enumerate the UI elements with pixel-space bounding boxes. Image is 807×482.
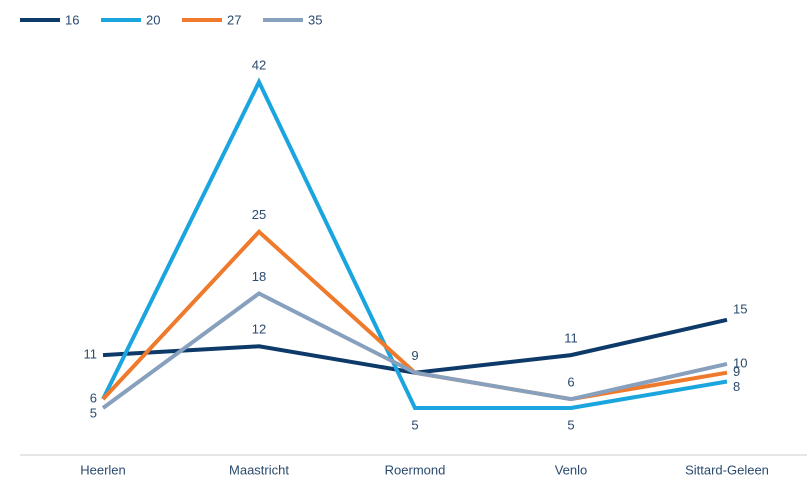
line — [101, 77, 728, 410]
data-label: 9 — [733, 364, 740, 379]
data-label: 10 — [733, 355, 747, 370]
data-label: 42 — [252, 57, 266, 72]
data-label: 12 — [252, 322, 266, 337]
data-label: 11 — [84, 347, 98, 362]
data-label: 6 — [90, 391, 97, 406]
data-label: 6 — [567, 375, 574, 390]
data-label: 5 — [90, 405, 97, 420]
x-tick-label: Sittard-Geleen — [685, 462, 769, 477]
x-tick-label: Maastricht — [229, 462, 289, 477]
line — [102, 317, 728, 375]
data-label: 5 — [567, 417, 574, 432]
legend-label: 20 — [146, 12, 160, 27]
data-label: 25 — [252, 207, 266, 222]
legend-label: 16 — [65, 12, 79, 27]
legend-label: 35 — [308, 12, 322, 27]
legend-label: 27 — [227, 12, 241, 27]
data-label: 9 — [411, 348, 418, 363]
x-tick-label: Venlo — [555, 462, 588, 477]
x-tick-label: Heerlen — [80, 462, 126, 477]
data-label: 15 — [733, 301, 747, 316]
data-label: 18 — [252, 269, 266, 284]
data-label: 8 — [733, 379, 740, 394]
data-label: 11 — [564, 331, 578, 346]
data-label: 5 — [411, 417, 418, 432]
x-tick-label: Roermond — [385, 462, 446, 477]
line — [101, 291, 728, 410]
